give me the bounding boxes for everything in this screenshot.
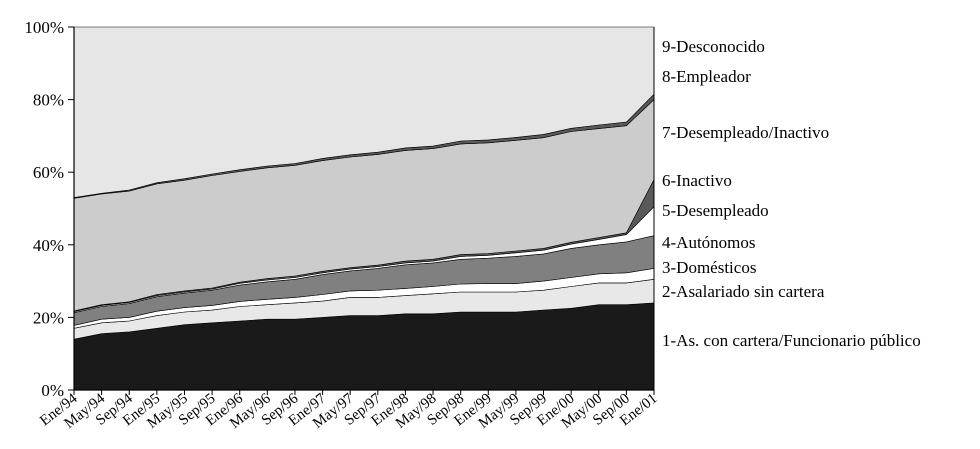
legend-label-8: 8-Empleador <box>662 67 751 86</box>
legend-label-4: 4-Autónomos <box>662 233 756 252</box>
legend: 1-As. con cartera/Funcionario público 2-A… <box>662 37 921 350</box>
y-tick-label: 80% <box>33 91 64 110</box>
y-axis-ticks: 0% 20% 40% 60% 80% 100% <box>24 18 74 400</box>
x-axis-ticks: Ene/94May/94Sep/94Ene/95May/95Sep/95Ene/… <box>37 390 660 432</box>
legend-label-9: 9-Desconocido <box>662 37 765 56</box>
y-tick-label: 0% <box>41 381 64 400</box>
legend-label-1: 1-As. con cartera/Funcionario público <box>662 331 921 350</box>
legend-label-2: 2-Asalariado sin cartera <box>662 282 825 301</box>
legend-label-5: 5-Desempleado <box>662 201 769 220</box>
y-tick-label: 20% <box>33 308 64 327</box>
y-tick-label: 60% <box>33 163 64 182</box>
legend-label-7: 7-Desempleado/Inactivo <box>662 123 829 142</box>
y-tick-label: 100% <box>24 18 64 37</box>
legend-label-6: 6-Inactivo <box>662 171 732 190</box>
y-tick-label: 40% <box>33 236 64 255</box>
legend-label-3: 3-Domésticos <box>662 258 756 277</box>
axes <box>73 27 655 391</box>
area-layers <box>73 26 655 391</box>
